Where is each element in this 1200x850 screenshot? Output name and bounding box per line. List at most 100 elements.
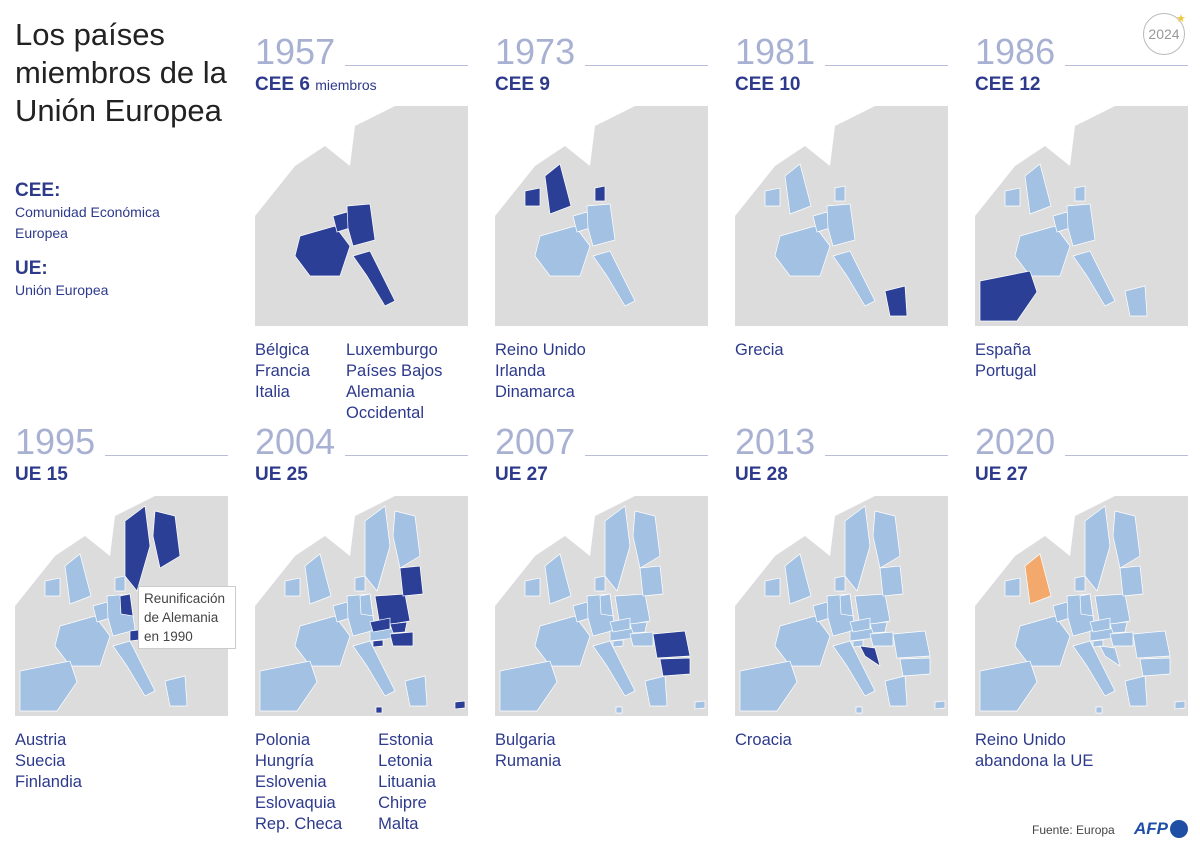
member-count: UE 25	[255, 464, 308, 485]
year: 1986	[975, 31, 1056, 72]
country-ireland	[524, 577, 541, 597]
panel-1981: 1981 CEE 10 Grecia	[735, 30, 948, 361]
country-name: Chipre	[378, 794, 427, 812]
country-hungary	[389, 631, 414, 647]
country-name: Austria	[15, 731, 67, 749]
country-name: Estonia	[378, 731, 434, 749]
country-name: Francia	[255, 362, 311, 380]
year: 1973	[495, 31, 576, 72]
country-bulgaria	[899, 657, 931, 677]
country-malta	[375, 706, 383, 714]
europe-map	[15, 496, 228, 716]
country-east-germany	[599, 593, 614, 617]
year: 2013	[735, 421, 816, 462]
country-slovakia	[869, 621, 888, 634]
member-count: UE 28	[735, 464, 788, 485]
country-slovakia	[1109, 621, 1128, 634]
panel-2020: 2020 UE 27 Reino Unido abandona la UE	[975, 420, 1188, 772]
panel-1957: 1957 CEE 6 miembros Bélgica Francia Italia Lu…	[255, 30, 468, 424]
divider	[1065, 65, 1188, 66]
europe-map	[255, 496, 468, 716]
panel-1995: 1995 UE 15 Austria Suecia Finlandia	[15, 420, 228, 793]
country-denmark	[1074, 575, 1086, 592]
member-count: UE 27	[495, 464, 548, 485]
country-name: Eslovaquia	[255, 794, 336, 812]
country-greece	[884, 285, 908, 317]
country-list: Estonia Letonia Lituania Chipre Malta	[378, 730, 436, 835]
country-italy	[112, 640, 156, 697]
country-germany	[586, 203, 616, 247]
country-poland	[374, 593, 411, 627]
country-germany	[346, 203, 376, 247]
country-greece	[404, 675, 428, 707]
divider	[1065, 455, 1188, 456]
country-east-germany	[119, 593, 134, 617]
country-list: Bulgaria Rumania	[495, 730, 561, 772]
country-greece	[1124, 285, 1148, 317]
year: 1981	[735, 31, 816, 72]
page-title: Los países miembros de la Unión Europea	[15, 17, 227, 128]
country-finland	[872, 510, 901, 569]
country-cyprus	[694, 700, 706, 710]
divider	[345, 65, 468, 66]
country-uk	[304, 553, 332, 605]
country-cyprus	[1174, 700, 1186, 710]
country-slovakia	[389, 621, 408, 634]
country-italy	[352, 250, 396, 307]
country-ireland	[44, 577, 61, 597]
country-slovakia	[629, 621, 648, 634]
country-name: Reino Unido	[495, 341, 586, 359]
country-name: Malta	[378, 815, 419, 833]
divider	[585, 65, 708, 66]
annotation-note: Reunificación de Alemania en 1990	[138, 586, 236, 649]
country-list: Grecia	[735, 340, 784, 361]
afp-logo: AFP	[1134, 819, 1188, 839]
country-denmark	[834, 185, 846, 202]
panel-2007: 2007 UE 27 Bulgaria Rumania	[495, 420, 708, 772]
country-greece	[1124, 675, 1148, 707]
member-count: CEE 10	[735, 74, 801, 95]
country-denmark	[594, 185, 606, 202]
country-france	[774, 615, 831, 667]
europe-map	[495, 106, 708, 326]
europe-map	[495, 496, 708, 716]
member-count: CEE 12	[975, 74, 1041, 95]
country-germany	[1066, 203, 1096, 247]
country-czech	[849, 617, 871, 633]
country-croatia	[1099, 645, 1121, 667]
source: Fuente: Europa	[1032, 823, 1115, 837]
country-bulgaria	[659, 657, 691, 677]
country-greece	[164, 675, 188, 707]
country-romania	[1132, 630, 1171, 659]
member-count: UE 15	[15, 464, 68, 485]
divider	[825, 65, 948, 66]
country-france	[774, 225, 831, 277]
country-name: Rep. Checa	[255, 815, 343, 833]
europe-map	[975, 106, 1188, 326]
country-name: Italia	[255, 383, 290, 401]
legend-key: UE:	[15, 258, 48, 279]
country-germany	[826, 203, 856, 247]
legend: CEE: Comunidad Económica Europea UE: Uni…	[15, 172, 245, 301]
divider	[585, 455, 708, 456]
country-name: Países Bajos	[346, 362, 443, 380]
country-name: Grecia	[735, 341, 784, 359]
country-sweden	[844, 505, 871, 592]
country-name: Lituania	[378, 773, 436, 791]
country-baltics	[1119, 565, 1144, 597]
country-name: Occidental	[346, 404, 424, 422]
country-france	[534, 225, 591, 277]
country-name: Reino Unido	[975, 731, 1066, 749]
country-finland	[392, 510, 421, 569]
country-sweden	[124, 505, 151, 592]
country-italy	[1072, 250, 1116, 307]
legend-key: CEE:	[15, 180, 61, 201]
country-greece	[884, 675, 908, 707]
country-denmark	[834, 575, 846, 592]
country-name: Rumania	[495, 752, 562, 770]
divider	[825, 455, 948, 456]
country-denmark	[114, 575, 126, 592]
country-romania	[892, 630, 931, 659]
country-finland	[1112, 510, 1141, 569]
